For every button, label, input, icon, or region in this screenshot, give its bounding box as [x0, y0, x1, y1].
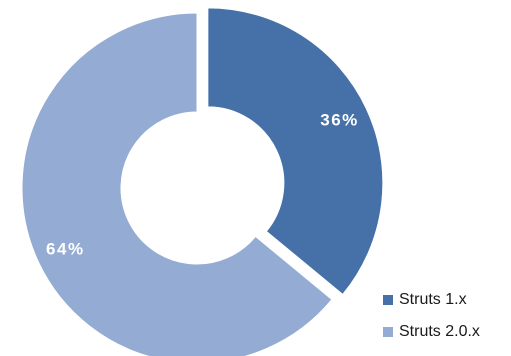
legend-item-struts-2x: Struts 2.0.x	[383, 322, 480, 342]
legend-label-struts-2x: Struts 2.0.x	[399, 323, 480, 340]
slice-struts-2-0-x	[21, 12, 333, 356]
slices-group	[21, 7, 384, 356]
slice-labels-group: 36% 64%	[46, 110, 359, 258]
slice-label-struts-1x: 36%	[320, 110, 359, 129]
legend-swatch-struts-1x	[383, 295, 393, 305]
legend: Struts 1.x Struts 2.0.x	[383, 290, 480, 354]
slice-struts-1-x	[207, 7, 384, 296]
legend-item-struts-1x: Struts 1.x	[383, 290, 480, 310]
slice-label-struts-2x: 64%	[46, 239, 85, 258]
legend-swatch-struts-2x	[383, 327, 393, 337]
legend-label-struts-1x: Struts 1.x	[399, 291, 467, 308]
